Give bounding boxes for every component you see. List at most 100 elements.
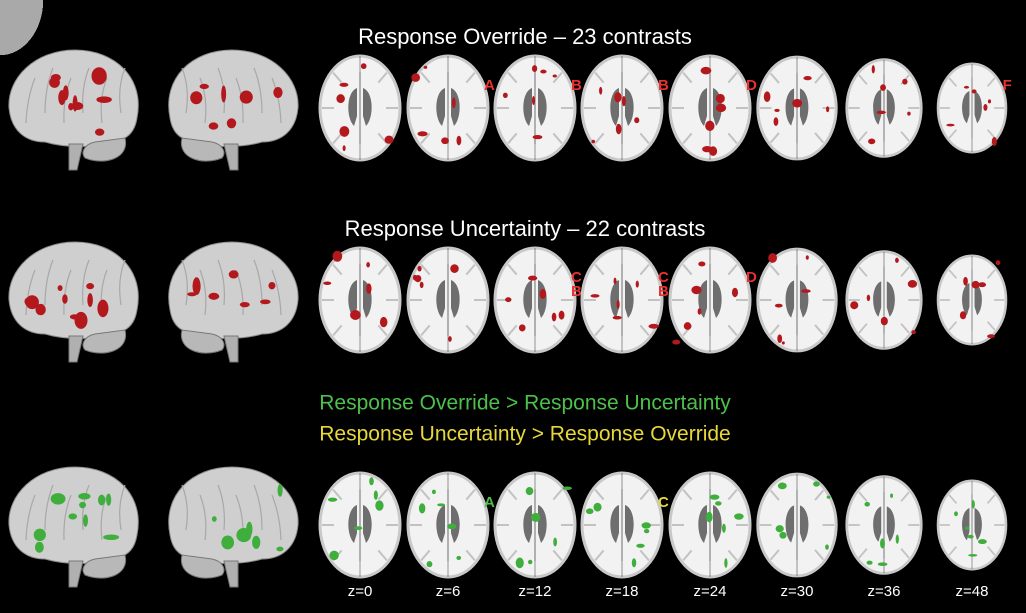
activation-blob [193,277,201,295]
activation-blob [586,508,594,514]
activation-blob [450,264,458,273]
axial-slice [408,56,488,160]
activation-blob [98,495,105,506]
z-label: z=6 [436,583,461,600]
activation-blob [778,482,787,489]
activation-blob [614,92,621,102]
activation-blob [776,525,784,532]
activation-blob [103,534,119,540]
activation-blob [775,304,783,308]
activation-blob [83,514,88,526]
activation-blob [329,551,338,560]
activation-blob [777,334,782,343]
activation-blob [996,260,1001,265]
activation-blob [69,513,78,519]
activation-blob [95,129,104,136]
activation-blob [715,501,722,505]
annotation: B [658,283,669,300]
activation-blob [339,126,349,137]
axial-slice [582,56,662,160]
axial-slice [582,473,662,577]
activation-blob [323,282,331,286]
axial-slice [847,252,921,349]
activation-blob [972,500,975,508]
activation-blob [240,91,253,104]
activation-blob [366,262,370,267]
activation-blob [539,289,546,299]
activation-blob [983,104,987,111]
activation-blob [642,522,651,528]
activation-blob [672,340,680,345]
axial-slice [582,248,662,352]
activation-blob [684,322,692,330]
activation-blob [616,124,622,134]
activation-blob [366,283,371,294]
axial-slice [495,473,575,577]
activation-blob [890,494,893,498]
activation-blob [614,278,617,285]
activation-blob [644,529,649,533]
activation-blob [448,336,452,342]
activation-blob [972,281,980,289]
activation-blob [880,84,886,91]
activation-blob [698,308,702,315]
activation-blob [705,121,714,131]
activation-blob [531,513,540,522]
activation-blob [212,516,217,522]
axial-slice [670,473,750,577]
activation-blob [92,67,107,85]
activation-blob [868,138,875,144]
activation-blob [774,117,779,126]
activation-blob [78,493,90,499]
activation-blob [380,317,388,327]
activation-blob [526,487,534,495]
activation-blob [698,262,705,267]
activation-blob [519,324,526,331]
annotation: D [746,269,757,286]
activation-blob [58,285,63,291]
activation-blob [252,536,260,549]
activation-blob [826,106,829,112]
activation-blob [864,502,870,507]
activation-blob [533,135,543,139]
activation-blob [636,544,645,548]
z-label: z=36 [868,583,901,600]
activation-blob [447,523,456,529]
activation-blob [648,324,658,329]
activation-blob [872,65,875,73]
activation-blob [954,511,958,516]
activation-blob [960,311,966,319]
activation-blob [441,137,449,144]
activation-blob [896,535,899,544]
activation-blob [562,487,572,491]
activation-blob [782,341,785,344]
activation-blob [622,96,626,106]
activation-blob [724,558,727,568]
activation-blob [895,258,899,263]
activation-blob [187,292,197,296]
activation-blob [221,536,234,550]
annotation: A [484,77,495,94]
activation-blob [710,494,720,499]
activation-blob [599,87,602,95]
activation-blob [456,556,461,560]
activation-blob [963,277,968,286]
activation-blob [385,136,394,144]
activation-blob [350,310,361,320]
activation-blob [35,304,45,315]
activation-blob [972,89,977,93]
activation-blob [987,334,995,338]
annotation: F [1003,77,1012,94]
activation-blob [881,317,888,326]
activation-blob [62,294,67,303]
activation-blob [591,140,595,144]
activation-blob [907,112,910,116]
activation-blob [336,94,344,103]
activation-blob [227,118,236,128]
z-label: z=18 [606,583,639,600]
activation-blob [236,528,251,542]
axial-slice [758,249,836,351]
activation-blob [636,281,639,288]
activation-blob [35,542,44,553]
activation-blob [911,330,915,334]
